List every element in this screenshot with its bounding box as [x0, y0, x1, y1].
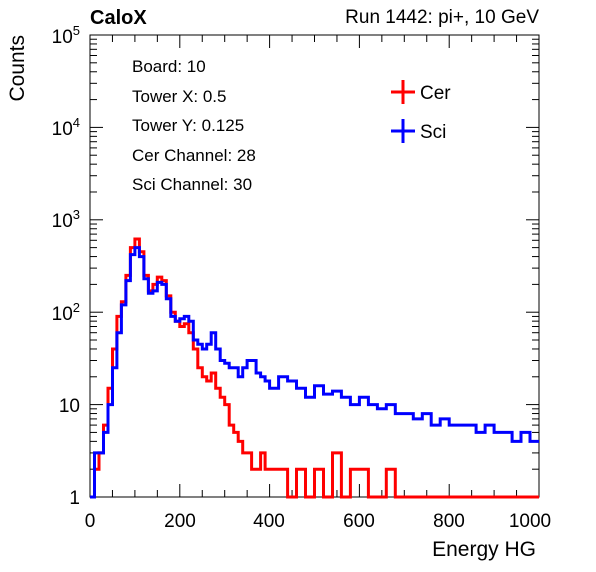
board-label: Board: 10: [132, 57, 206, 76]
legend-cer-label: Cer: [420, 83, 451, 104]
x-tick-label: 200: [164, 511, 196, 532]
series-cer: [90, 237, 539, 499]
series-group: [90, 237, 539, 499]
run-label: Run 1442: pi+, 10 GeV: [345, 7, 539, 28]
series-sci: [90, 246, 539, 499]
x-tick-label: 1000: [509, 511, 551, 532]
y-tick-label: 10: [59, 396, 80, 417]
y-tick-label: 104: [52, 115, 80, 140]
x-tick-label: 0: [85, 511, 96, 532]
y-tick-label: 1: [69, 488, 80, 509]
x-tick-label: 800: [433, 511, 465, 532]
x-tick-label: 400: [253, 511, 285, 532]
legend: Cer Sci: [391, 80, 451, 143]
y-tick-label: 105: [52, 23, 80, 48]
x-tick-label: 600: [343, 511, 375, 532]
info-box: Board: 10 Tower X: 0.5 Tower Y: 0.125 Ce…: [132, 52, 256, 200]
sci-channel-label: Sci Channel: 30: [132, 175, 253, 194]
tower-x-label: Tower X: 0.5: [132, 86, 227, 106]
y-tick-label: 102: [52, 300, 80, 325]
x-axis-title: Energy HG: [432, 538, 536, 561]
y-axis-title: Counts: [6, 35, 29, 102]
legend-sci-label: Sci: [420, 122, 446, 143]
cer-channel-label: Cer Channel: 28: [132, 145, 256, 165]
y-tick-label: 103: [52, 207, 80, 232]
tower-y-label: Tower Y: 0.125: [132, 116, 245, 135]
axis-ticks: [89, 34, 540, 498]
experiment-label: CaloX: [90, 7, 147, 29]
